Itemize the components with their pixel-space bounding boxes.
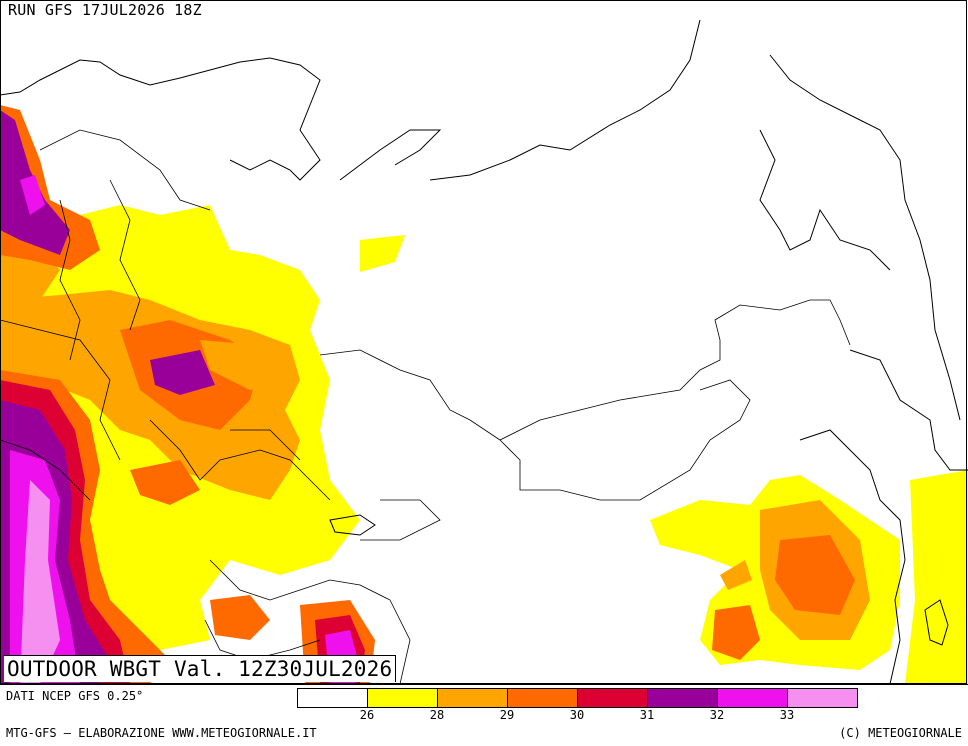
wbgt-map: [0, 0, 968, 684]
western-heat-field: [0, 105, 405, 684]
legend-tick-label: 33: [779, 708, 795, 722]
map-frame: [0, 0, 967, 684]
data-source: DATI NCEP GFS 0.25°: [6, 689, 144, 703]
color-legend: [297, 688, 858, 708]
legend-swatch: [298, 689, 368, 707]
legend-swatch: [788, 689, 857, 707]
legend-swatch: [578, 689, 648, 707]
run-label: RUN GFS 17JUL2026 18Z: [6, 1, 204, 19]
eastern-heat-field: [650, 470, 968, 684]
legend-tick-label: 30: [569, 708, 585, 722]
legend-swatch: [438, 689, 508, 707]
legend-tick-label: 29: [499, 708, 515, 722]
footer-copyright: (C) METEOGIORNALE: [839, 726, 962, 740]
map-title: OUTDOOR WBGT Val. 12Z30JUL2026: [4, 655, 397, 682]
legend-swatch: [718, 689, 788, 707]
footer-credits: MTG-GFS — ELABORAZIONE WWW.METEOGIORNALE…: [6, 726, 317, 740]
legend-ticks: 26 28 29 30 31 32 33: [297, 707, 862, 723]
legend-tick-label: 28: [429, 708, 445, 722]
legend-tick-label: 31: [639, 708, 655, 722]
legend-swatch: [648, 689, 718, 707]
legend-tick-label: 32: [709, 708, 725, 722]
coastlines: [0, 19, 968, 684]
legend-tick-label: 26: [359, 708, 375, 722]
legend-swatch: [368, 689, 438, 707]
legend-swatch: [508, 689, 578, 707]
